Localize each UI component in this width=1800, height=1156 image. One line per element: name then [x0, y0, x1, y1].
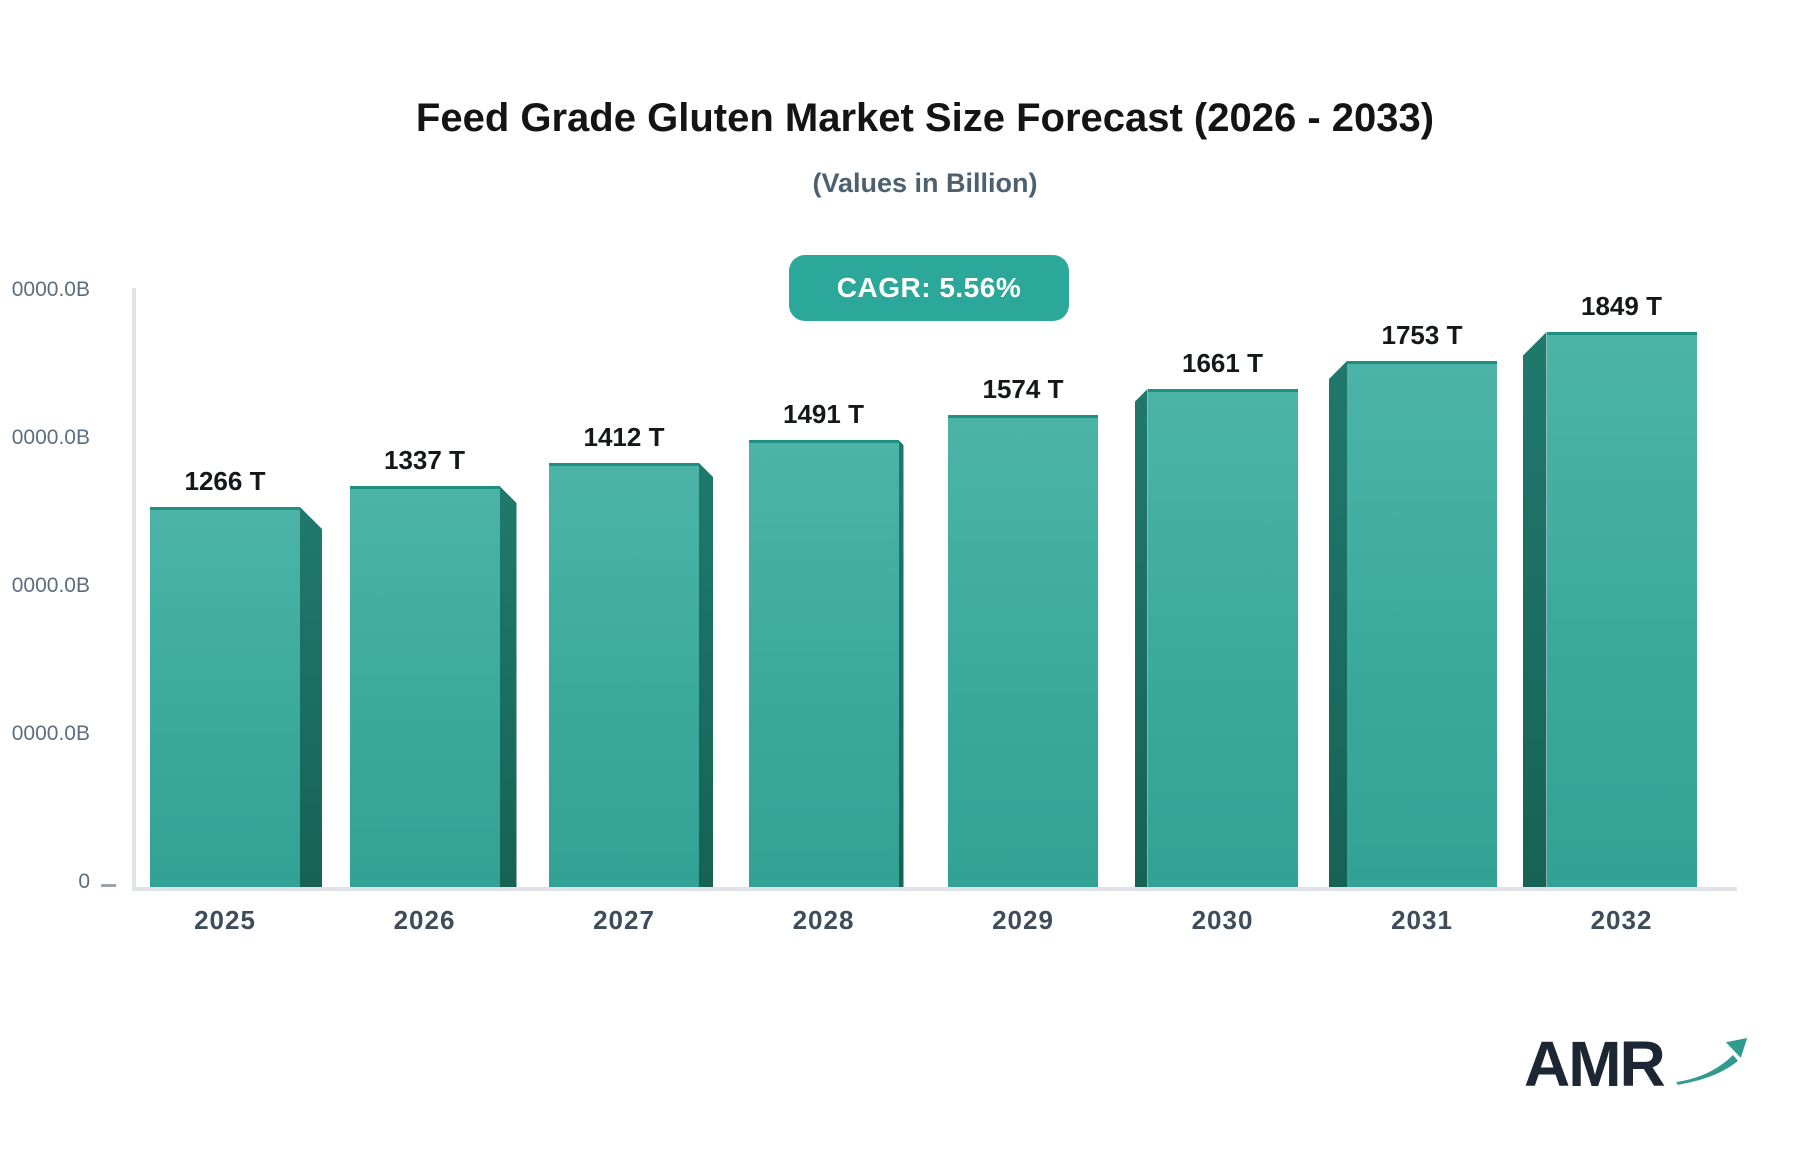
bar-value-label-2032: 1849 T: [1581, 291, 1662, 321]
x-axis-label-2030: 2030: [1191, 905, 1254, 935]
y-tick-label: 0000.0B: [11, 722, 90, 745]
bar-2028: [748, 440, 899, 887]
bar-value-label-2027: 1412 T: [583, 422, 665, 452]
x-axis-label-2026: 2026: [393, 905, 456, 935]
y-tick-label: 0000.0B: [11, 278, 90, 301]
x-axis-label-2032: 2032: [1590, 905, 1653, 935]
chart-title: Feed Grade Gluten Market Size Forecast (…: [415, 96, 1435, 140]
x-axis-label-2028: 2028: [792, 905, 855, 935]
bar-2031: [1347, 361, 1497, 887]
y-tick-label: 0000.0B: [11, 426, 90, 449]
bar-2027: [549, 463, 699, 887]
bar-value-label-2025: 1266 T: [184, 466, 266, 496]
brand-logo-text: AMR: [1524, 1028, 1666, 1100]
bar-value-label-2030: 1661 T: [1182, 348, 1263, 378]
zero-tick-mark: [101, 884, 116, 887]
bar-side-face-2027: [699, 463, 713, 887]
cagr-badge: CAGR: 5.56%: [789, 255, 1069, 321]
bar-side-face-2028: [898, 440, 904, 887]
bar-2029: [948, 415, 1098, 887]
bar-2026: [349, 486, 500, 887]
x-axis-baseline: [132, 887, 1737, 891]
x-axis-label-2027: 2027: [593, 905, 655, 935]
y-axis-line: [132, 288, 136, 891]
bar-value-label-2028: 1491 T: [783, 399, 864, 429]
brand-logo: AMR: [1524, 1028, 1748, 1122]
y-tick-label: 0000.0B: [11, 574, 90, 597]
bar-value-label-2031: 1753 T: [1381, 320, 1463, 350]
x-axis-label-2031: 2031: [1391, 905, 1453, 935]
bar-side-face-2030: [1134, 389, 1148, 887]
bar-value-label-2026: 1337 T: [384, 445, 465, 475]
growth-arrow-icon: [1676, 1038, 1748, 1085]
cagr-badge-label: CAGR: 5.56%: [836, 272, 1022, 303]
y-tick-label-zero: 0: [78, 870, 90, 893]
bar-side-face-2032: [1522, 332, 1547, 887]
bar-side-face-2031: [1329, 361, 1347, 887]
x-axis-label-2025: 2025: [194, 905, 256, 935]
x-axis-label-2029: 2029: [992, 905, 1054, 935]
bar-side-face-2026: [499, 486, 517, 887]
chart-subtitle: (Values in Billion): [812, 168, 1038, 198]
bar-2030: [1147, 389, 1298, 887]
bar-2025: [150, 507, 300, 887]
bar-2032: [1546, 332, 1697, 887]
bar-side-face-2025: [300, 507, 322, 887]
bar-value-label-2029: 1574 T: [982, 374, 1064, 404]
